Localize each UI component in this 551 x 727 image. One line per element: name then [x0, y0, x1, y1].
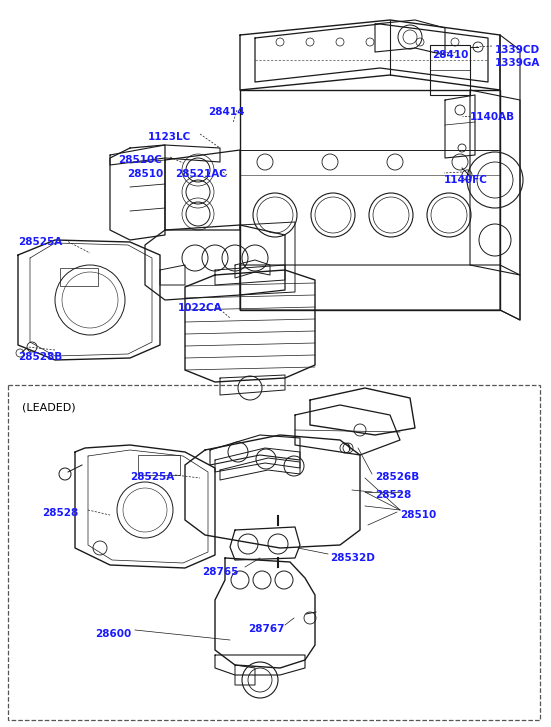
Text: 28528: 28528 — [375, 490, 411, 500]
Text: 1123LC: 1123LC — [148, 132, 191, 142]
Text: 28525A: 28525A — [18, 237, 62, 247]
Text: 28414: 28414 — [208, 107, 245, 117]
Text: 28528: 28528 — [42, 508, 78, 518]
Text: 1140FC: 1140FC — [444, 175, 488, 185]
Text: 28521AC: 28521AC — [175, 169, 227, 179]
Text: 28532D: 28532D — [330, 553, 375, 563]
Bar — [138, 455, 180, 475]
Bar — [430, 45, 470, 95]
Text: 28525A: 28525A — [130, 472, 174, 482]
Text: 28510: 28510 — [400, 510, 436, 520]
Bar — [60, 268, 98, 286]
Text: 1140AB: 1140AB — [470, 112, 515, 122]
Text: 28410: 28410 — [432, 50, 468, 60]
Text: 28510: 28510 — [127, 169, 163, 179]
Text: 28600: 28600 — [95, 629, 131, 639]
Text: 28528B: 28528B — [18, 352, 62, 362]
Text: 28765: 28765 — [202, 567, 239, 577]
Text: 1339CD: 1339CD — [495, 45, 540, 55]
Text: 1339GA: 1339GA — [495, 58, 541, 68]
Text: 28767: 28767 — [248, 624, 284, 634]
Text: 1022CA: 1022CA — [178, 303, 223, 313]
Text: 28526B: 28526B — [375, 472, 419, 482]
Text: 28510C: 28510C — [118, 155, 162, 165]
Text: (LEADED): (LEADED) — [22, 402, 75, 412]
